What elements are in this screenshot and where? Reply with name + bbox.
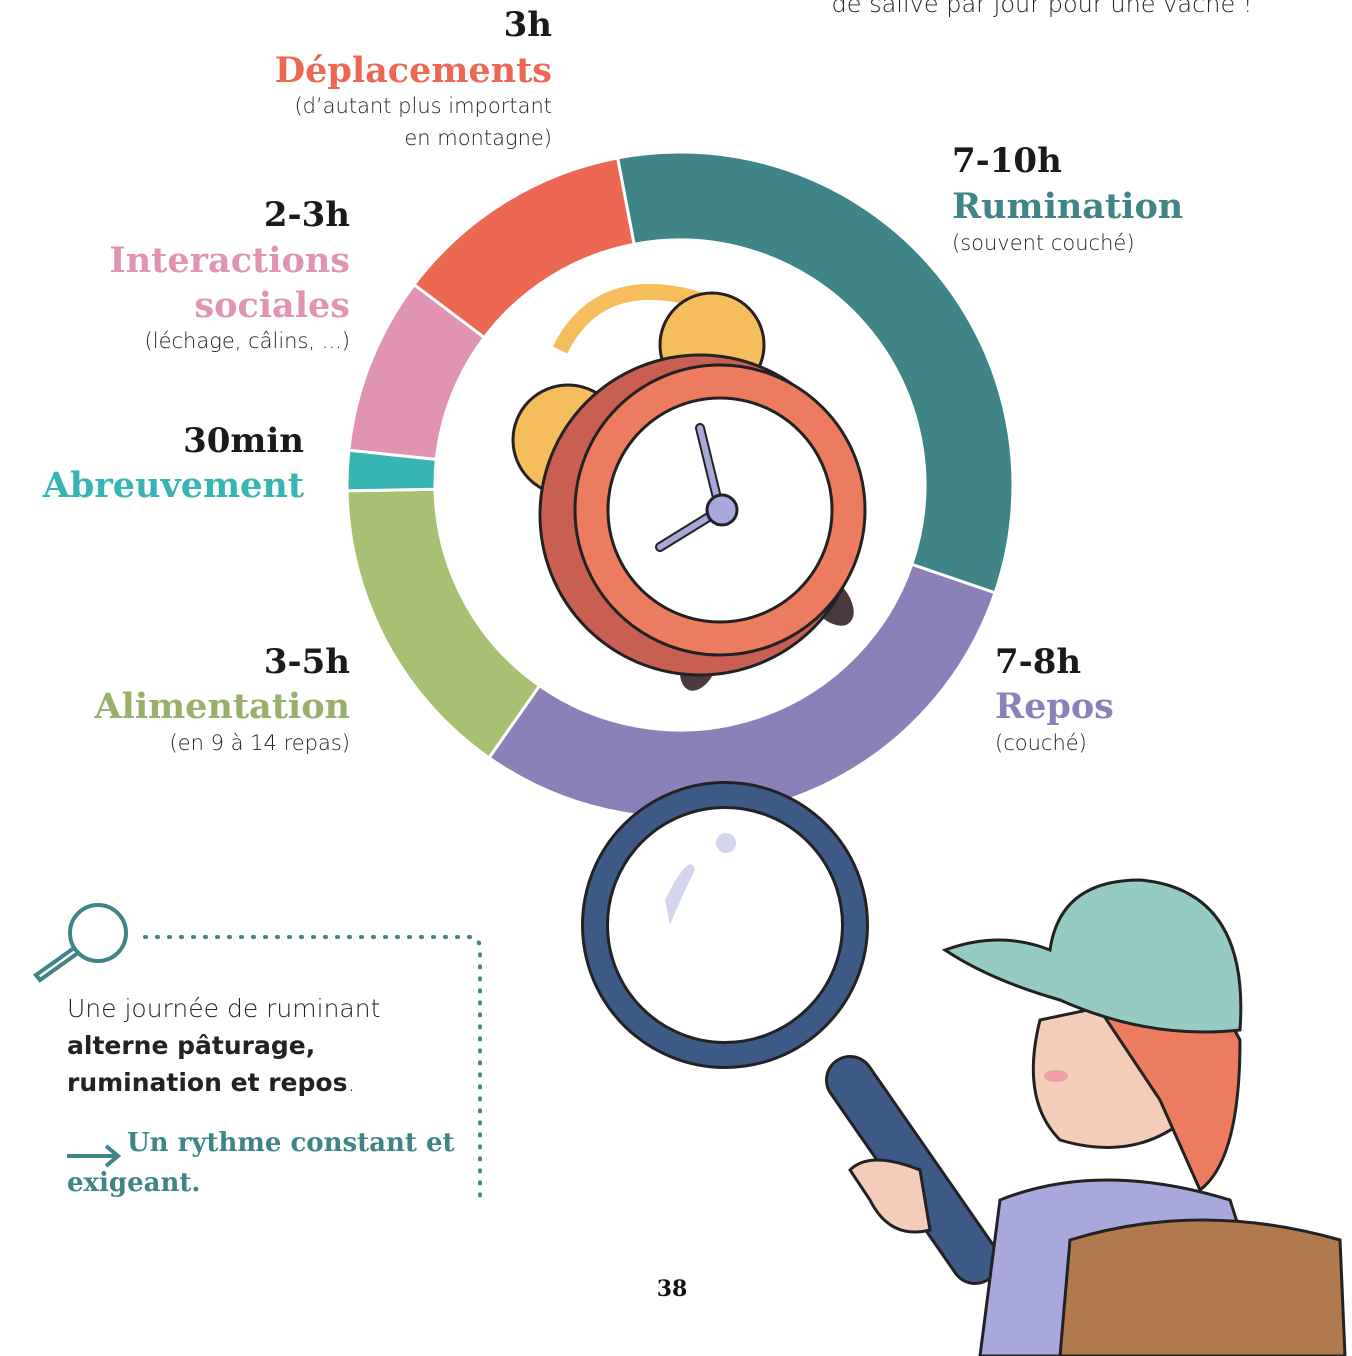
activity-time: 3h <box>504 5 552 45</box>
callout-text: Une journée de ruminant <box>67 994 381 1023</box>
activity-note: (léchage, câlins, ...) <box>145 329 350 353</box>
donut <box>345 150 1015 820</box>
donut-segment <box>411 156 636 340</box>
activity-name: sociales <box>194 285 350 326</box>
activity-name: Déplacements <box>275 50 552 91</box>
intro-fragment: de salive par jour pour une vache ! <box>831 0 1252 18</box>
girl <box>848 878 1347 1356</box>
activity-time: 30min <box>183 421 304 461</box>
activity-time: 7-10h <box>952 141 1062 181</box>
callout-end: . <box>347 1068 356 1097</box>
callout: Une journée de ruminant alterne pâturage… <box>67 990 467 1203</box>
donut-segment <box>486 562 997 820</box>
callout-bold: alterne pâturage, rumination et repos <box>67 1031 348 1097</box>
activity-note: (d’autant plus important <box>294 94 552 118</box>
activity-name: Alimentation <box>93 686 350 727</box>
page-number: 38 <box>657 1276 688 1302</box>
donut-segment <box>345 487 542 760</box>
donut-segment <box>615 150 1015 595</box>
activity-note: (en 9 à 14 repas) <box>170 731 351 755</box>
activity-note: (couché) <box>995 731 1087 755</box>
activity-name: Abreuvement <box>42 465 304 506</box>
conclusion-text: Un rythme constant et exigeant. <box>67 1128 455 1198</box>
activity-note: (souvent couché) <box>952 231 1135 255</box>
activity-name: Repos <box>995 686 1114 727</box>
callout-frame <box>33 903 482 1207</box>
activity-time: 2-3h <box>264 195 350 235</box>
activity-note: en montagne) <box>404 126 552 150</box>
activity-time: 7-8h <box>995 642 1081 682</box>
activity-name: Interactions <box>109 240 350 281</box>
clock <box>511 283 867 691</box>
activity-time: 3-5h <box>264 642 350 682</box>
activity-name: Rumination <box>952 186 1183 227</box>
callout-conclusion: Un rythme constant et exigeant. <box>67 1123 467 1203</box>
